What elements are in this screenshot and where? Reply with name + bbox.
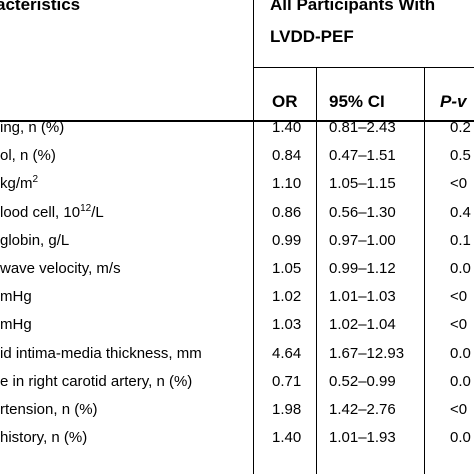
p-value: 0.2	[450, 119, 471, 136]
row-label: lood cell, 1012/L	[0, 202, 104, 221]
table-row: lood cell, 1012/L 0.86 0.56–1.30 0.4	[0, 200, 474, 228]
table-row: globin, g/L 0.99 0.97–1.00 0.1	[0, 228, 474, 256]
column-divider	[316, 68, 317, 474]
row-label: wave velocity, m/s	[0, 260, 121, 277]
table-row: mHg 1.03 1.02–1.04 <0	[0, 312, 474, 340]
row-label-text: rtension, n (%)	[0, 401, 98, 418]
row-label-superscript: 2	[32, 174, 39, 186]
row-label: ol, n (%)	[0, 147, 56, 164]
group-header-line2: LVDD-PEF	[270, 27, 354, 46]
table-row: rtension, n (%) 1.98 1.42–2.76 <0	[0, 397, 474, 425]
column-divider	[253, 0, 254, 474]
table-row: id intima-media thickness, mm 4.64 1.67–12…	[0, 341, 474, 369]
row-label: history, n (%)	[0, 429, 87, 446]
p-value: 0.0	[450, 372, 471, 390]
ci-value: 1.42–2.76	[329, 401, 396, 418]
or-value: 1.98	[272, 401, 302, 418]
or-value: 1.40	[272, 429, 302, 447]
ci-value: 1.01–1.93	[329, 429, 396, 447]
or-value: 1.02	[272, 288, 302, 306]
ci-column-header: 95% CI	[329, 92, 385, 111]
table-row: history, n (%) 1.40 1.01–1.93 0.0	[0, 425, 474, 453]
or-value: 1.10	[272, 175, 302, 193]
table-row: wave velocity, m/s 1.05 0.99–1.12 0.0	[0, 256, 474, 284]
table-row: mHg 1.02 1.01–1.03 <0	[0, 284, 474, 312]
p-value: 0.0	[450, 429, 471, 447]
row-label: ing, n (%)	[0, 119, 64, 136]
row-label-text: mHg	[0, 316, 32, 334]
row-label: mHg	[0, 316, 32, 333]
p-value: 0.0	[450, 260, 471, 277]
p-value: 0.1	[450, 231, 471, 249]
or-value: 1.03	[272, 316, 302, 334]
row-label-text: e in right carotid artery, n (%)	[0, 372, 193, 390]
p-value: <0	[450, 175, 468, 193]
or-value: 4.64	[272, 344, 302, 362]
table-row: e in right carotid artery, n (%) 0.71 0.52…	[0, 369, 474, 397]
row-label-superscript: 12	[80, 202, 92, 214]
characteristics-header: acteristics	[0, 0, 81, 14]
table-row: ing, n (%) 1.40 0.81–2.43 0.2	[0, 115, 474, 143]
ci-value: 1.01–1.03	[329, 288, 396, 306]
row-label-text: kg/m	[0, 175, 33, 193]
or-value: 0.84	[272, 147, 302, 165]
row-label: id intima-media thickness, mm	[0, 345, 202, 362]
ci-value: 0.99–1.12	[329, 260, 396, 277]
row-label: rtension, n (%)	[0, 401, 98, 418]
row-label-text: ing, n (%)	[0, 119, 65, 136]
row-label-text: lood cell, 10	[0, 203, 81, 221]
p-value-column-header: P-v	[440, 92, 467, 111]
or-value: 0.99	[272, 231, 302, 249]
row-label: globin, g/L	[0, 232, 69, 249]
or-value: 1.40	[272, 119, 302, 136]
or-value: 0.86	[272, 203, 302, 221]
p-value: 0.0	[450, 344, 471, 362]
ci-value: 1.02–1.04	[329, 316, 396, 334]
row-label-text: mHg	[0, 288, 32, 306]
table-row: ol, n (%) 0.84 0.47–1.51 0.5	[0, 143, 474, 171]
row-label-text: ol, n (%)	[0, 147, 56, 165]
p-value: 0.4	[450, 203, 471, 221]
group-header-line1: All Participants With	[270, 0, 436, 14]
row-label-text: globin, g/L	[0, 231, 70, 249]
ci-value: 0.47–1.51	[329, 147, 396, 165]
row-label-text: wave velocity, m/s	[0, 260, 121, 277]
table-row: kg/m2 1.10 1.05–1.15 <0	[0, 171, 474, 199]
or-value: 0.71	[272, 372, 302, 390]
ci-value: 0.52–0.99	[329, 372, 396, 390]
header-rule	[253, 67, 474, 68]
ci-value: 1.67–12.93	[329, 344, 405, 362]
or-column-header: OR	[272, 92, 298, 111]
subheader-rule	[0, 120, 474, 122]
row-label: mHg	[0, 288, 32, 305]
row-label-suffix: /L	[91, 203, 104, 221]
column-divider	[424, 68, 425, 474]
p-value: <0	[450, 401, 468, 418]
p-value: <0	[450, 288, 468, 306]
row-label: e in right carotid artery, n (%)	[0, 373, 192, 390]
ci-value: 0.97–1.00	[329, 231, 396, 249]
row-label: kg/m2	[0, 174, 39, 193]
or-value: 1.05	[272, 260, 302, 277]
ci-value: 1.05–1.15	[329, 175, 396, 193]
ci-value: 0.56–1.30	[329, 203, 396, 221]
row-label-text: history, n (%)	[0, 429, 88, 447]
p-value: <0	[450, 316, 468, 334]
p-value: 0.5	[450, 147, 471, 165]
ci-value: 0.81–2.43	[329, 119, 396, 136]
row-label-text: id intima-media thickness, mm	[0, 344, 202, 362]
